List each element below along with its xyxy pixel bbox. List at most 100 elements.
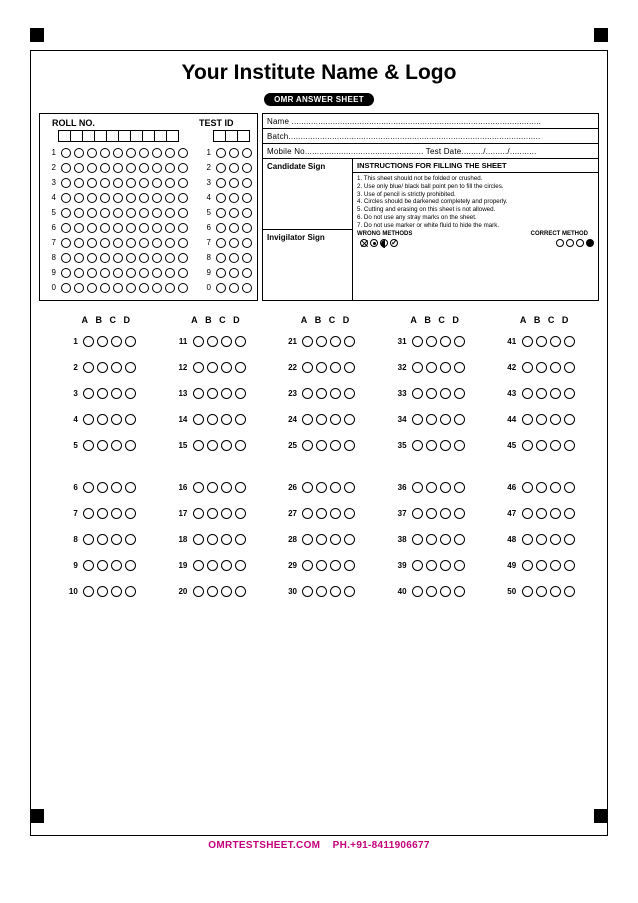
instruction-item: 1. This sheet should not be folded or cr… xyxy=(357,175,594,183)
question-number: 32 xyxy=(391,363,407,372)
bubble xyxy=(165,208,175,218)
bubble-row: 0 xyxy=(44,280,189,295)
answer-bubble xyxy=(426,482,437,493)
answer-bubble xyxy=(111,414,122,425)
bubble xyxy=(152,283,162,293)
answer-bubble xyxy=(193,508,204,519)
answer-row: 48 xyxy=(500,526,576,552)
answer-bubble xyxy=(564,362,575,373)
answer-row: 25 xyxy=(281,432,357,458)
answer-bubble xyxy=(550,414,561,425)
answer-bubble xyxy=(440,388,451,399)
answer-bubble xyxy=(564,560,575,571)
correct-method-label: CORRECT METHOD xyxy=(531,231,588,237)
testid-digit-box xyxy=(237,130,250,142)
bubble xyxy=(87,148,97,158)
answer-bubble xyxy=(235,534,246,545)
answer-row: 23 xyxy=(281,380,357,406)
question-number: 9 xyxy=(62,561,78,570)
answer-bubble xyxy=(522,534,533,545)
answer-bubble xyxy=(536,482,547,493)
answer-bubble xyxy=(97,440,108,451)
answer-bubble xyxy=(316,560,327,571)
answer-row: 5 xyxy=(62,432,138,458)
bubble xyxy=(165,223,175,233)
answer-bubble xyxy=(235,482,246,493)
answer-bubble xyxy=(193,414,204,425)
answer-bubble xyxy=(412,560,423,571)
bubble xyxy=(216,193,226,203)
option-header: D xyxy=(229,315,243,325)
answer-bubble xyxy=(426,336,437,347)
answer-bubble xyxy=(330,482,341,493)
question-number: 41 xyxy=(500,337,516,346)
instruction-item: 3. Use of pencil is strictly prohibited. xyxy=(357,191,594,199)
bubble xyxy=(100,163,110,173)
question-number: 14 xyxy=(171,415,187,424)
roll-label: ROLL NO. xyxy=(52,118,189,128)
main-frame: Your Institute Name & Logo OMR ANSWER SH… xyxy=(30,50,608,836)
answer-bubble xyxy=(522,482,533,493)
question-number: 29 xyxy=(281,561,297,570)
candidate-sign: Candidate Sign xyxy=(263,159,352,229)
question-number: 12 xyxy=(171,363,187,372)
answer-bubble xyxy=(550,440,561,451)
answer-bubble xyxy=(235,440,246,451)
answer-bubble xyxy=(125,388,136,399)
row-number: 3 xyxy=(44,178,56,187)
subtitle-pill: OMR ANSWER SHEET xyxy=(264,93,374,106)
bubble xyxy=(178,283,188,293)
bubble xyxy=(152,223,162,233)
wrong-x-icon xyxy=(360,239,368,247)
testid-label: TEST ID xyxy=(199,118,253,128)
wrong-dot-icon xyxy=(370,239,378,247)
bubble xyxy=(113,238,123,248)
answer-header: ABCD xyxy=(391,315,467,325)
answer-bubble xyxy=(316,534,327,545)
answer-bubble xyxy=(302,440,313,451)
question-number: 8 xyxy=(62,535,78,544)
omr-page: Your Institute Name & Logo OMR ANSWER SH… xyxy=(0,0,638,903)
answer-bubble xyxy=(522,388,533,399)
question-number: 11 xyxy=(171,337,187,346)
option-header: A xyxy=(78,315,92,325)
answer-bubble xyxy=(330,440,341,451)
bubble-row: 0 xyxy=(199,280,253,295)
bubble xyxy=(216,283,226,293)
question-number: 17 xyxy=(171,509,187,518)
answer-bubble xyxy=(536,388,547,399)
bubble xyxy=(216,178,226,188)
bubble xyxy=(100,283,110,293)
correct-filled-icon xyxy=(586,239,594,247)
question-number: 23 xyxy=(281,389,297,398)
answer-row: 2 xyxy=(62,354,138,380)
answer-column: ABCD31323334353637383940 xyxy=(391,315,467,604)
row-number: 1 xyxy=(199,148,211,157)
answer-bubble xyxy=(193,560,204,571)
bubble xyxy=(152,148,162,158)
answer-row: 16 xyxy=(171,474,247,500)
bubble xyxy=(74,208,84,218)
bubble xyxy=(61,268,71,278)
row-number: 2 xyxy=(44,163,56,172)
answer-bubble xyxy=(440,560,451,571)
answer-row: 45 xyxy=(500,432,576,458)
question-number: 16 xyxy=(171,483,187,492)
answer-bubble xyxy=(426,362,437,373)
answer-bubble xyxy=(344,560,355,571)
methods-icons xyxy=(353,239,598,249)
answer-row: 4 xyxy=(62,406,138,432)
bubble xyxy=(61,148,71,158)
answer-bubble xyxy=(426,586,437,597)
answer-row: 17 xyxy=(171,500,247,526)
fiducial-tr xyxy=(594,28,608,42)
row-number: 8 xyxy=(44,253,56,262)
bubble xyxy=(216,163,226,173)
row-number: 4 xyxy=(199,193,211,202)
option-header: B xyxy=(421,315,435,325)
instruction-item: 4. Circles should be darkened completely… xyxy=(357,198,594,206)
option-header: C xyxy=(106,315,120,325)
answer-row: 27 xyxy=(281,500,357,526)
answer-bubble xyxy=(522,414,533,425)
answer-bubble xyxy=(550,388,561,399)
